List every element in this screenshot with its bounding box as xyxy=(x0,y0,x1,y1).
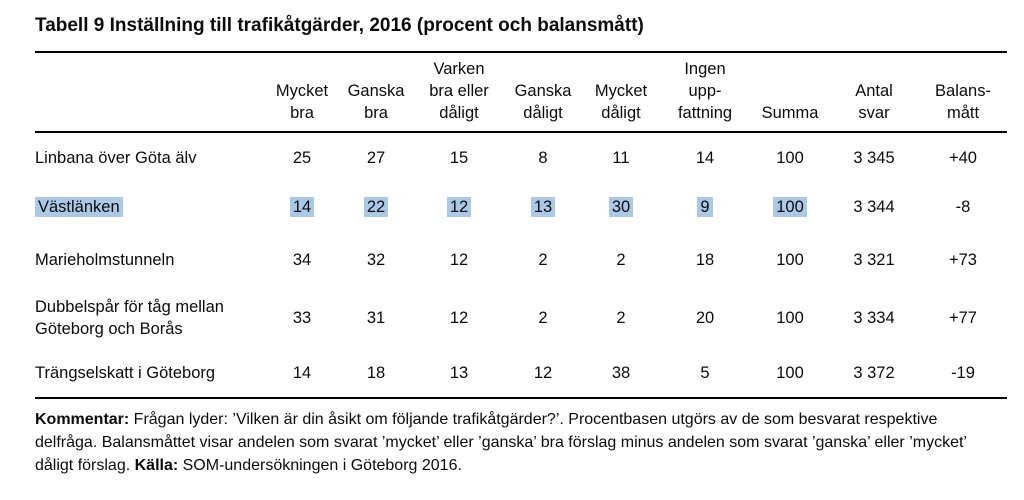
table-cell: +77 xyxy=(949,309,977,327)
column-header-antal-svar: Antal svar xyxy=(829,52,919,133)
row-label: Dubbelspår för tåg mellan Göteborg och B… xyxy=(35,298,224,338)
table-cell: 2 xyxy=(616,309,626,327)
header-empty-cell xyxy=(35,52,267,133)
column-header-ganska-bra: Ganska bra xyxy=(337,52,415,133)
table-row-trangselskatt: Trängselskatt i Göteborg 14 18 13 12 38 … xyxy=(35,349,1007,398)
table-cell: +73 xyxy=(949,250,977,269)
header-row: Mycket bra Ganska bra Varken bra eller d… xyxy=(35,52,1007,133)
table-cell: 18 xyxy=(366,364,386,382)
table-row-vastlanken-highlighted: Västlänken 14 22 12 13 30 9 100 3 344 -8 xyxy=(35,182,1007,232)
table-cell-highlighted: 12 xyxy=(446,197,472,217)
table-cell: 20 xyxy=(695,309,715,327)
row-label-highlighted: Västlänken xyxy=(35,197,123,217)
table-cell: 18 xyxy=(695,250,715,269)
table-cell: 33 xyxy=(292,309,312,327)
column-header-varken: Varken bra eller dåligt xyxy=(415,52,503,133)
table-cell: 14 xyxy=(695,148,715,167)
document-page: Tabell 9 Inställning till trafikåtgärder… xyxy=(35,15,1007,477)
table-cell: -8 xyxy=(955,198,971,216)
table-cell: 12 xyxy=(449,309,469,327)
table-cell-highlighted: 9 xyxy=(697,197,713,217)
table-cell: 12 xyxy=(449,250,469,269)
source-text: SOM-undersökningen i Göteborg 2016. xyxy=(178,457,462,474)
table-cell: 8 xyxy=(538,148,548,167)
table-cell: 100 xyxy=(776,364,804,382)
table-cell: 100 xyxy=(776,309,804,327)
table-cell: 3 345 xyxy=(853,148,895,167)
table-title: Tabell 9 Inställning till trafikåtgärder… xyxy=(35,15,644,36)
table-cell: 2 xyxy=(538,250,548,269)
row-label: Trängselskatt i Göteborg xyxy=(35,364,216,382)
data-table: Mycket bra Ganska bra Varken bra eller d… xyxy=(35,51,1007,399)
column-header-balansmatt: Balans- mått xyxy=(919,52,1007,133)
column-header-ganska-daligt: Ganska dåligt xyxy=(503,52,583,133)
table-cell: 12 xyxy=(533,364,553,382)
table-cell: 27 xyxy=(366,148,386,167)
comment-label: Kommentar: xyxy=(35,411,130,428)
table-cell-highlighted: 22 xyxy=(363,197,389,217)
column-header-mycket-bra: Mycket bra xyxy=(267,52,337,133)
table-cell: 3 321 xyxy=(853,250,895,269)
table-cell: 14 xyxy=(292,364,312,382)
table-cell: -19 xyxy=(951,364,975,382)
comment-text: Frågan lyder: ’Vilken är din åsikt om fö… xyxy=(35,411,967,474)
table-cell-highlighted: 13 xyxy=(530,197,556,217)
table-cell: 3 334 xyxy=(853,309,895,327)
table-cell: +40 xyxy=(949,148,977,167)
table-cell: 34 xyxy=(292,250,312,269)
table-cell: 100 xyxy=(776,148,804,167)
table-cell: 2 xyxy=(538,309,548,327)
table-row-marieholmstunneln: Marieholmstunneln 34 32 12 2 2 18 100 3 … xyxy=(35,232,1007,287)
table-cell-highlighted: 14 xyxy=(289,197,315,217)
table-cell: 13 xyxy=(449,364,469,382)
table-cell-highlighted: 100 xyxy=(773,197,807,217)
table-cell: 2 xyxy=(616,250,626,269)
table-cell: 38 xyxy=(611,364,631,382)
table-cell: 3 344 xyxy=(853,198,895,216)
table-cell: 32 xyxy=(366,250,386,269)
column-header-ingen-uppfattning: Ingen upp- fattning xyxy=(659,52,751,133)
table-cell: 11 xyxy=(612,148,630,167)
column-header-summa: Summa xyxy=(751,52,829,133)
table-cell: 3 372 xyxy=(853,364,895,382)
row-label: Linbana över Göta älv xyxy=(35,148,197,167)
column-header-mycket-daligt: Mycket dåligt xyxy=(583,52,659,133)
table-cell-highlighted: 30 xyxy=(608,197,634,217)
source-label: Källa: xyxy=(134,457,179,474)
table-comment: Kommentar: Frågan lyder: ’Vilken är din … xyxy=(35,408,993,477)
row-label: Marieholmstunneln xyxy=(35,250,175,269)
table-row-dubbelspar: Dubbelspår för tåg mellan Göteborg och B… xyxy=(35,287,1007,349)
table-cell: 15 xyxy=(449,148,469,167)
table-row-linbana: Linbana över Göta älv 25 27 15 8 11 14 1… xyxy=(35,132,1007,182)
table-cell: 25 xyxy=(292,148,312,167)
table-cell: 31 xyxy=(366,309,386,327)
table-cell: 100 xyxy=(776,250,804,269)
table-cell: 5 xyxy=(700,364,710,382)
